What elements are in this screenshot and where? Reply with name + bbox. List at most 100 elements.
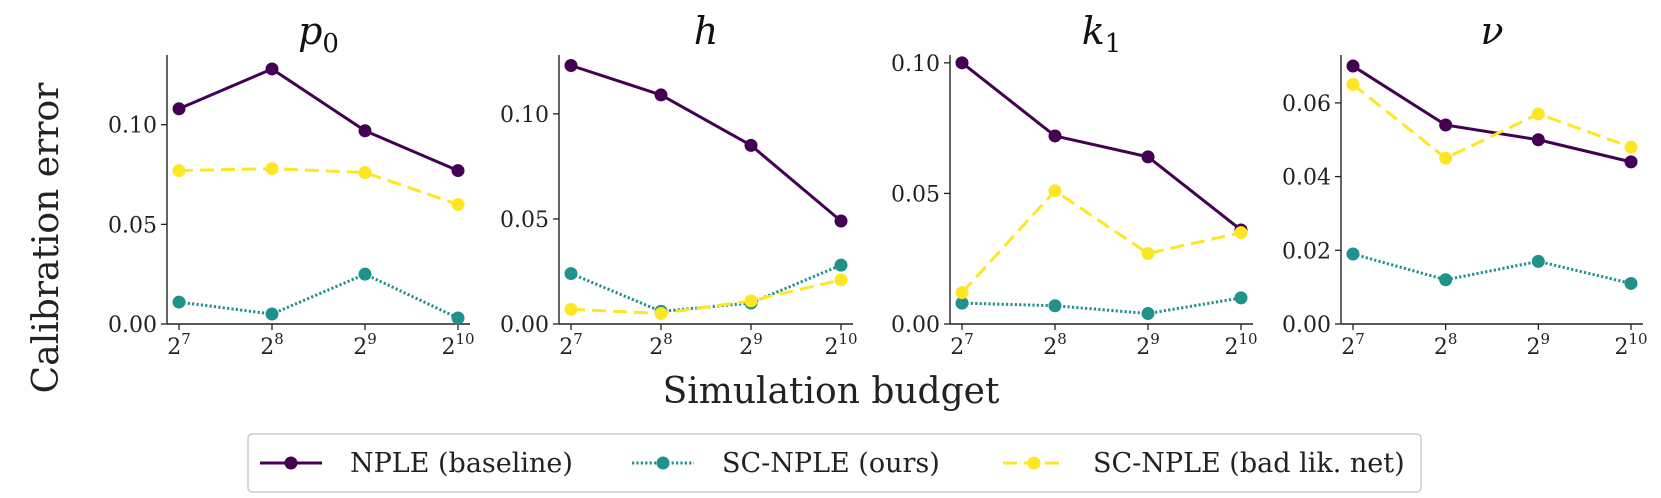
series-3 bbox=[172, 162, 465, 211]
data-point bbox=[564, 59, 578, 73]
legend-item-1: NPLE (baseline) bbox=[260, 448, 573, 479]
data-point bbox=[654, 88, 668, 102]
legend-swatch-marker bbox=[1027, 456, 1041, 470]
x-tick-label: 28 bbox=[649, 330, 673, 360]
data-point bbox=[265, 307, 279, 321]
data-point bbox=[1531, 133, 1545, 147]
series-2 bbox=[172, 267, 465, 325]
y-tick-label: 0.00 bbox=[1282, 313, 1331, 338]
series-line bbox=[961, 61, 1242, 232]
y-tick-label: 0.05 bbox=[500, 208, 549, 233]
x-tick-label: 28 bbox=[1043, 330, 1067, 360]
data-point bbox=[172, 102, 186, 116]
data-point bbox=[564, 267, 578, 281]
series-3 bbox=[564, 273, 848, 320]
series-line bbox=[570, 64, 842, 223]
legend: NPLE (baseline) SC-NPLE (ours) SC-NPLE (ba… bbox=[247, 433, 1422, 493]
data-point bbox=[1234, 226, 1248, 240]
legend-item-3: SC-NPLE (bad lik. net) bbox=[1003, 448, 1405, 479]
x-tick-label: 29 bbox=[353, 330, 377, 360]
x-tick-label: 29 bbox=[739, 330, 763, 360]
x-tick-label: 210 bbox=[1614, 330, 1647, 360]
y-tick-label: 0.10 bbox=[500, 103, 549, 128]
series-3 bbox=[1346, 77, 1638, 165]
data-point bbox=[1624, 276, 1638, 290]
x-tick-label: 210 bbox=[1224, 330, 1257, 360]
data-point bbox=[451, 197, 465, 211]
series-1 bbox=[955, 56, 1248, 237]
series-line bbox=[1352, 83, 1632, 160]
legend-items: NPLE (baseline) SC-NPLE (ours) SC-NPLE (ba… bbox=[260, 448, 1405, 479]
x-tick-label: 27 bbox=[167, 330, 191, 360]
x-tick-label: 210 bbox=[441, 330, 474, 360]
data-point bbox=[1048, 299, 1062, 313]
data-point bbox=[955, 286, 969, 300]
data-point bbox=[172, 164, 186, 178]
x-tick-label: 27 bbox=[1341, 330, 1365, 360]
data-point bbox=[1141, 150, 1155, 164]
x-tick-label: 28 bbox=[1434, 330, 1458, 360]
legend-swatch-marker bbox=[284, 456, 298, 470]
data-point bbox=[451, 311, 465, 325]
panel-1: 0.00 0.05 0.10 27 28 29 210 p0 bbox=[108, 9, 475, 360]
data-point bbox=[1624, 140, 1638, 154]
series-line bbox=[178, 167, 459, 206]
series-line bbox=[570, 278, 842, 315]
data-point bbox=[1346, 77, 1360, 91]
data-point bbox=[1439, 273, 1453, 287]
series-line bbox=[1352, 64, 1632, 164]
y-tick-label: 0.02 bbox=[1282, 239, 1331, 264]
data-point bbox=[744, 294, 758, 308]
series-line bbox=[961, 296, 1242, 316]
data-point bbox=[654, 306, 668, 320]
data-point bbox=[358, 267, 372, 281]
x-tick-label: 28 bbox=[260, 330, 284, 360]
data-point bbox=[1141, 246, 1155, 260]
legend-swatch-marker bbox=[656, 456, 670, 470]
panel-4: 0.00 0.02 0.04 0.06 27 28 29 210 ν bbox=[1282, 9, 1648, 360]
y-tick-label: 0.06 bbox=[1282, 92, 1331, 117]
data-point bbox=[1048, 184, 1062, 198]
data-point bbox=[358, 166, 372, 180]
data-point bbox=[1141, 307, 1155, 321]
data-point bbox=[265, 162, 279, 176]
y-tick-label: 0.05 bbox=[108, 213, 157, 238]
data-point bbox=[955, 296, 969, 310]
data-point bbox=[834, 273, 848, 287]
x-tick-label: 29 bbox=[1527, 330, 1551, 360]
data-point bbox=[451, 164, 465, 178]
data-point bbox=[1234, 291, 1248, 305]
panel-3: 0.00 0.05 0.10 27 28 29 210 k1 bbox=[891, 9, 1258, 360]
series-line bbox=[178, 67, 459, 172]
data-point bbox=[564, 302, 578, 316]
data-point bbox=[834, 214, 848, 228]
series-3 bbox=[955, 184, 1248, 300]
data-point bbox=[834, 258, 848, 272]
data-point bbox=[1531, 254, 1545, 268]
data-point bbox=[1346, 59, 1360, 73]
panel-title: ν bbox=[1480, 9, 1503, 53]
legend-item-2: SC-NPLE (ours) bbox=[632, 448, 940, 479]
x-tick-label: 210 bbox=[824, 330, 857, 360]
legend-label: SC-NPLE (ours) bbox=[722, 448, 940, 479]
panels-layer: 0.00 0.05 0.10 27 28 29 210 p0 0.00 0.05 0.10 27 28 2… bbox=[108, 9, 1648, 360]
panel-title: p0 bbox=[298, 9, 339, 59]
x-tick-label: 27 bbox=[559, 330, 583, 360]
x-axis-label: Simulation budget bbox=[663, 371, 1000, 412]
data-point bbox=[172, 295, 186, 309]
data-point bbox=[1048, 129, 1062, 143]
y-tick-label: 0.10 bbox=[891, 52, 940, 77]
data-point bbox=[1439, 151, 1453, 165]
series-1 bbox=[564, 59, 848, 228]
data-point bbox=[1346, 247, 1360, 261]
y-tick-label: 0.10 bbox=[108, 114, 157, 139]
y-tick-label: 0.00 bbox=[108, 313, 157, 338]
series-1 bbox=[1346, 59, 1638, 169]
legend-label: SC-NPLE (bad lik. net) bbox=[1093, 448, 1405, 479]
y-axis-label: Calibration error bbox=[26, 82, 67, 393]
series-line bbox=[1352, 252, 1632, 285]
x-tick-label: 27 bbox=[950, 330, 974, 360]
series-2 bbox=[1346, 247, 1638, 290]
y-tick-label: 0.05 bbox=[891, 182, 940, 207]
